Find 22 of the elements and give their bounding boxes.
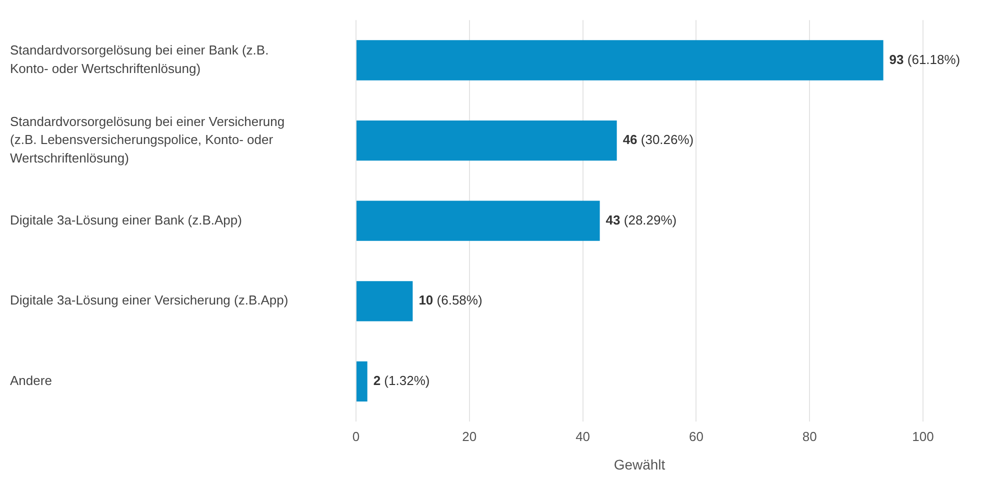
data-label: 46 (30.26%) bbox=[622, 132, 694, 148]
x-tick-label: 20 bbox=[462, 428, 477, 444]
bar bbox=[356, 281, 413, 322]
x-tick-label: 60 bbox=[688, 428, 704, 444]
y-tick-label: Digitale 3a-Lösung einer Bank (z.B.App) bbox=[10, 212, 242, 228]
bar bbox=[356, 361, 368, 402]
y-tick-label: Standardvorsorgelösung bei einer Bank (z.B. Konto- oder Wertschriftenlösung) bbox=[10, 42, 269, 76]
data-label: 93 (61.18%) bbox=[889, 52, 960, 67]
y-tick-label: Standardvorsorgelösung bei einer Versicherung (z.B. Lebensversicherungspolice, Konto- oder Wertschriftenlösung) bbox=[10, 114, 285, 166]
bar bbox=[356, 40, 884, 80]
data-label: 10 (6.58%) bbox=[418, 292, 482, 308]
x-axis-title: Gewählt bbox=[614, 456, 666, 472]
y-tick-label: Digitale 3a-Lösung einer Versicherung (z.B.App) bbox=[10, 292, 288, 308]
bar bbox=[356, 200, 600, 241]
x-tick-label: 80 bbox=[802, 428, 817, 444]
x-tick-label: 40 bbox=[576, 428, 590, 444]
x-tick-label: 100 bbox=[912, 428, 934, 444]
data-label: 2 (1.32%) bbox=[373, 373, 430, 388]
x-tick-label: 0 bbox=[352, 428, 360, 444]
bar bbox=[356, 120, 617, 161]
y-tick-label: Andere bbox=[10, 373, 52, 388]
data-label: 43 (28.29%) bbox=[606, 212, 677, 228]
